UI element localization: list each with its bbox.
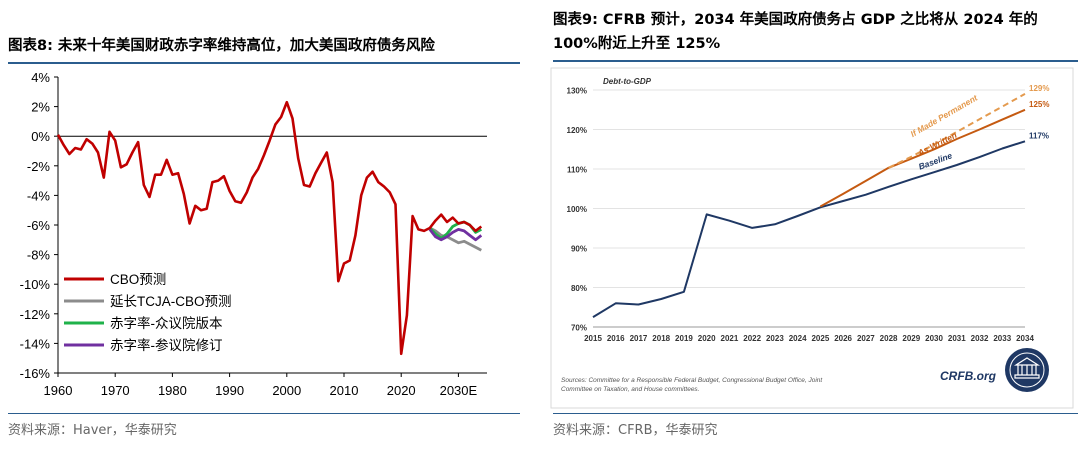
right-y-tick-label: 80%	[571, 284, 587, 293]
right-series-end-label: 125%	[1029, 100, 1049, 109]
left-figure-title: 图表8: 未来十年美国财政赤字率维持高位，加大美国政府债务风险	[8, 38, 435, 54]
left-y-tick-label: -6%	[27, 218, 51, 233]
left-deficit-chart: 4% 2% 0% -2% -4% -6% -8% -10% -12% -14% -16% 1960 19…	[20, 70, 487, 398]
left-y-tick-label: 0%	[31, 129, 50, 144]
right-y-tick-label: 120%	[567, 126, 587, 135]
right-x-tick-label: 2016	[607, 334, 625, 343]
right-chart-notes: Sources: Committee for a Responsible Fed…	[561, 377, 823, 393]
right-x-tick-label: 2022	[743, 334, 761, 343]
left-series-line	[56, 100, 483, 356]
right-x-tick-label: 2028	[880, 334, 898, 343]
right-y-tick-label: 70%	[571, 324, 587, 333]
right-x-tick-label: 2015	[584, 334, 602, 343]
right-x-tick-label: 2021	[721, 334, 739, 343]
right-x-tick-label: 2019	[675, 334, 693, 343]
left-source-note: 资料来源：Haver，华泰研究	[8, 423, 177, 438]
right-x-tick-label: 2032	[971, 334, 989, 343]
right-x-tick-label: 2033	[993, 334, 1011, 343]
left-y-tick-label: -4%	[27, 188, 51, 203]
right-x-tick-label: 2023	[766, 334, 784, 343]
right-x-tick-label: 2026	[834, 334, 852, 343]
left-y-tick-label: -8%	[27, 248, 51, 263]
left-x-tick-label: 1960	[44, 383, 73, 398]
right-x-tick-label: 2024	[789, 334, 807, 343]
left-y-tick-label: -2%	[27, 159, 51, 174]
right-figure-frame	[550, 67, 1074, 409]
right-source-note: 资料来源：CFRB，华泰研究	[553, 423, 718, 438]
right-x-tick-label: 2030	[925, 334, 943, 343]
right-series-end-label: 129%	[1029, 84, 1049, 93]
right-y-tick-label: 100%	[567, 205, 587, 214]
right-x-tick-label: 2017	[630, 334, 648, 343]
right-x-tick-label: 2027	[857, 334, 875, 343]
left-x-tick-label: 2000	[272, 383, 301, 398]
right-y-tick-label: 110%	[567, 166, 587, 175]
right-x-tick-label: 2031	[948, 334, 966, 343]
right-source-rule	[553, 413, 1078, 414]
right-x-tick-label: 2018	[652, 334, 670, 343]
left-y-tick-label: 4%	[31, 70, 50, 85]
left-y-tick-label: 2%	[31, 100, 50, 115]
right-figure-panel: 图表9: CFRB 预计，2034 年美国政府债务占 GDP 之比将从 2024…	[545, 0, 1083, 467]
right-title-rule	[553, 60, 1078, 62]
left-x-tick-label: 2020	[387, 383, 416, 398]
right-logo-capitol-icon	[1013, 357, 1041, 379]
right-x-tick-label: 2020	[698, 334, 716, 343]
right-y-tick-label: 90%	[571, 245, 587, 254]
right-logo-seal-ring	[1009, 352, 1045, 388]
left-y-tick-label: -16%	[20, 366, 51, 381]
left-legend-label: CBO预测	[110, 272, 166, 287]
left-legend-label: 赤字率-参议院修订	[110, 337, 223, 353]
left-x-tick-label: 2010	[330, 383, 359, 398]
left-y-tick-label: -12%	[20, 307, 51, 322]
left-title-rule	[8, 62, 520, 64]
right-x-tick-label: 2025	[811, 334, 829, 343]
left-legend-label: 赤字率-众议院版本	[110, 315, 223, 331]
right-series-line	[888, 93, 1026, 169]
left-x-tick-label: 1990	[215, 383, 244, 398]
right-series-end-label: 117%	[1029, 131, 1049, 140]
left-x-tick-label: 1980	[158, 383, 187, 398]
right-chart-notes-line: Sources: Committee for a Responsible Fed…	[561, 377, 823, 384]
left-series-line	[429, 226, 482, 252]
left-source-rule	[8, 413, 520, 414]
right-series-line	[592, 140, 1026, 318]
right-figure-title: 图表9: CFRB 预计，2034 年美国政府债务占 GDP 之比将从 2024…	[553, 12, 1038, 52]
right-y-tick-label: 130%	[567, 87, 587, 96]
right-series-line	[819, 108, 1026, 208]
left-x-tick-label: 1970	[101, 383, 130, 398]
left-x-tick-label: 2030E	[440, 383, 478, 398]
right-x-tick-label: 2034	[1016, 334, 1034, 343]
right-debt-chart: Debt-to-GDP 70% 80% 90% 100% 110% 120% 130% 2015…	[550, 67, 1074, 409]
left-y-tick-label: -14%	[20, 336, 51, 351]
left-legend-label: 延长TCJA-CBO预测	[110, 294, 232, 309]
right-logo-text: CRFB.org	[940, 369, 997, 383]
left-y-tick-label: -10%	[20, 277, 51, 292]
left-figure-panel: 图表8: 未来十年美国财政赤字率维持高位，加大美国政府债务风险 4% 2% 0% -2…	[0, 0, 530, 467]
right-x-tick-label: 2029	[902, 334, 920, 343]
left-series-line	[428, 228, 483, 242]
right-chart-subtitle: Debt-to-GDP	[603, 77, 652, 86]
right-chart-notes-line: Committee on Taxation, and House committ…	[561, 386, 700, 393]
